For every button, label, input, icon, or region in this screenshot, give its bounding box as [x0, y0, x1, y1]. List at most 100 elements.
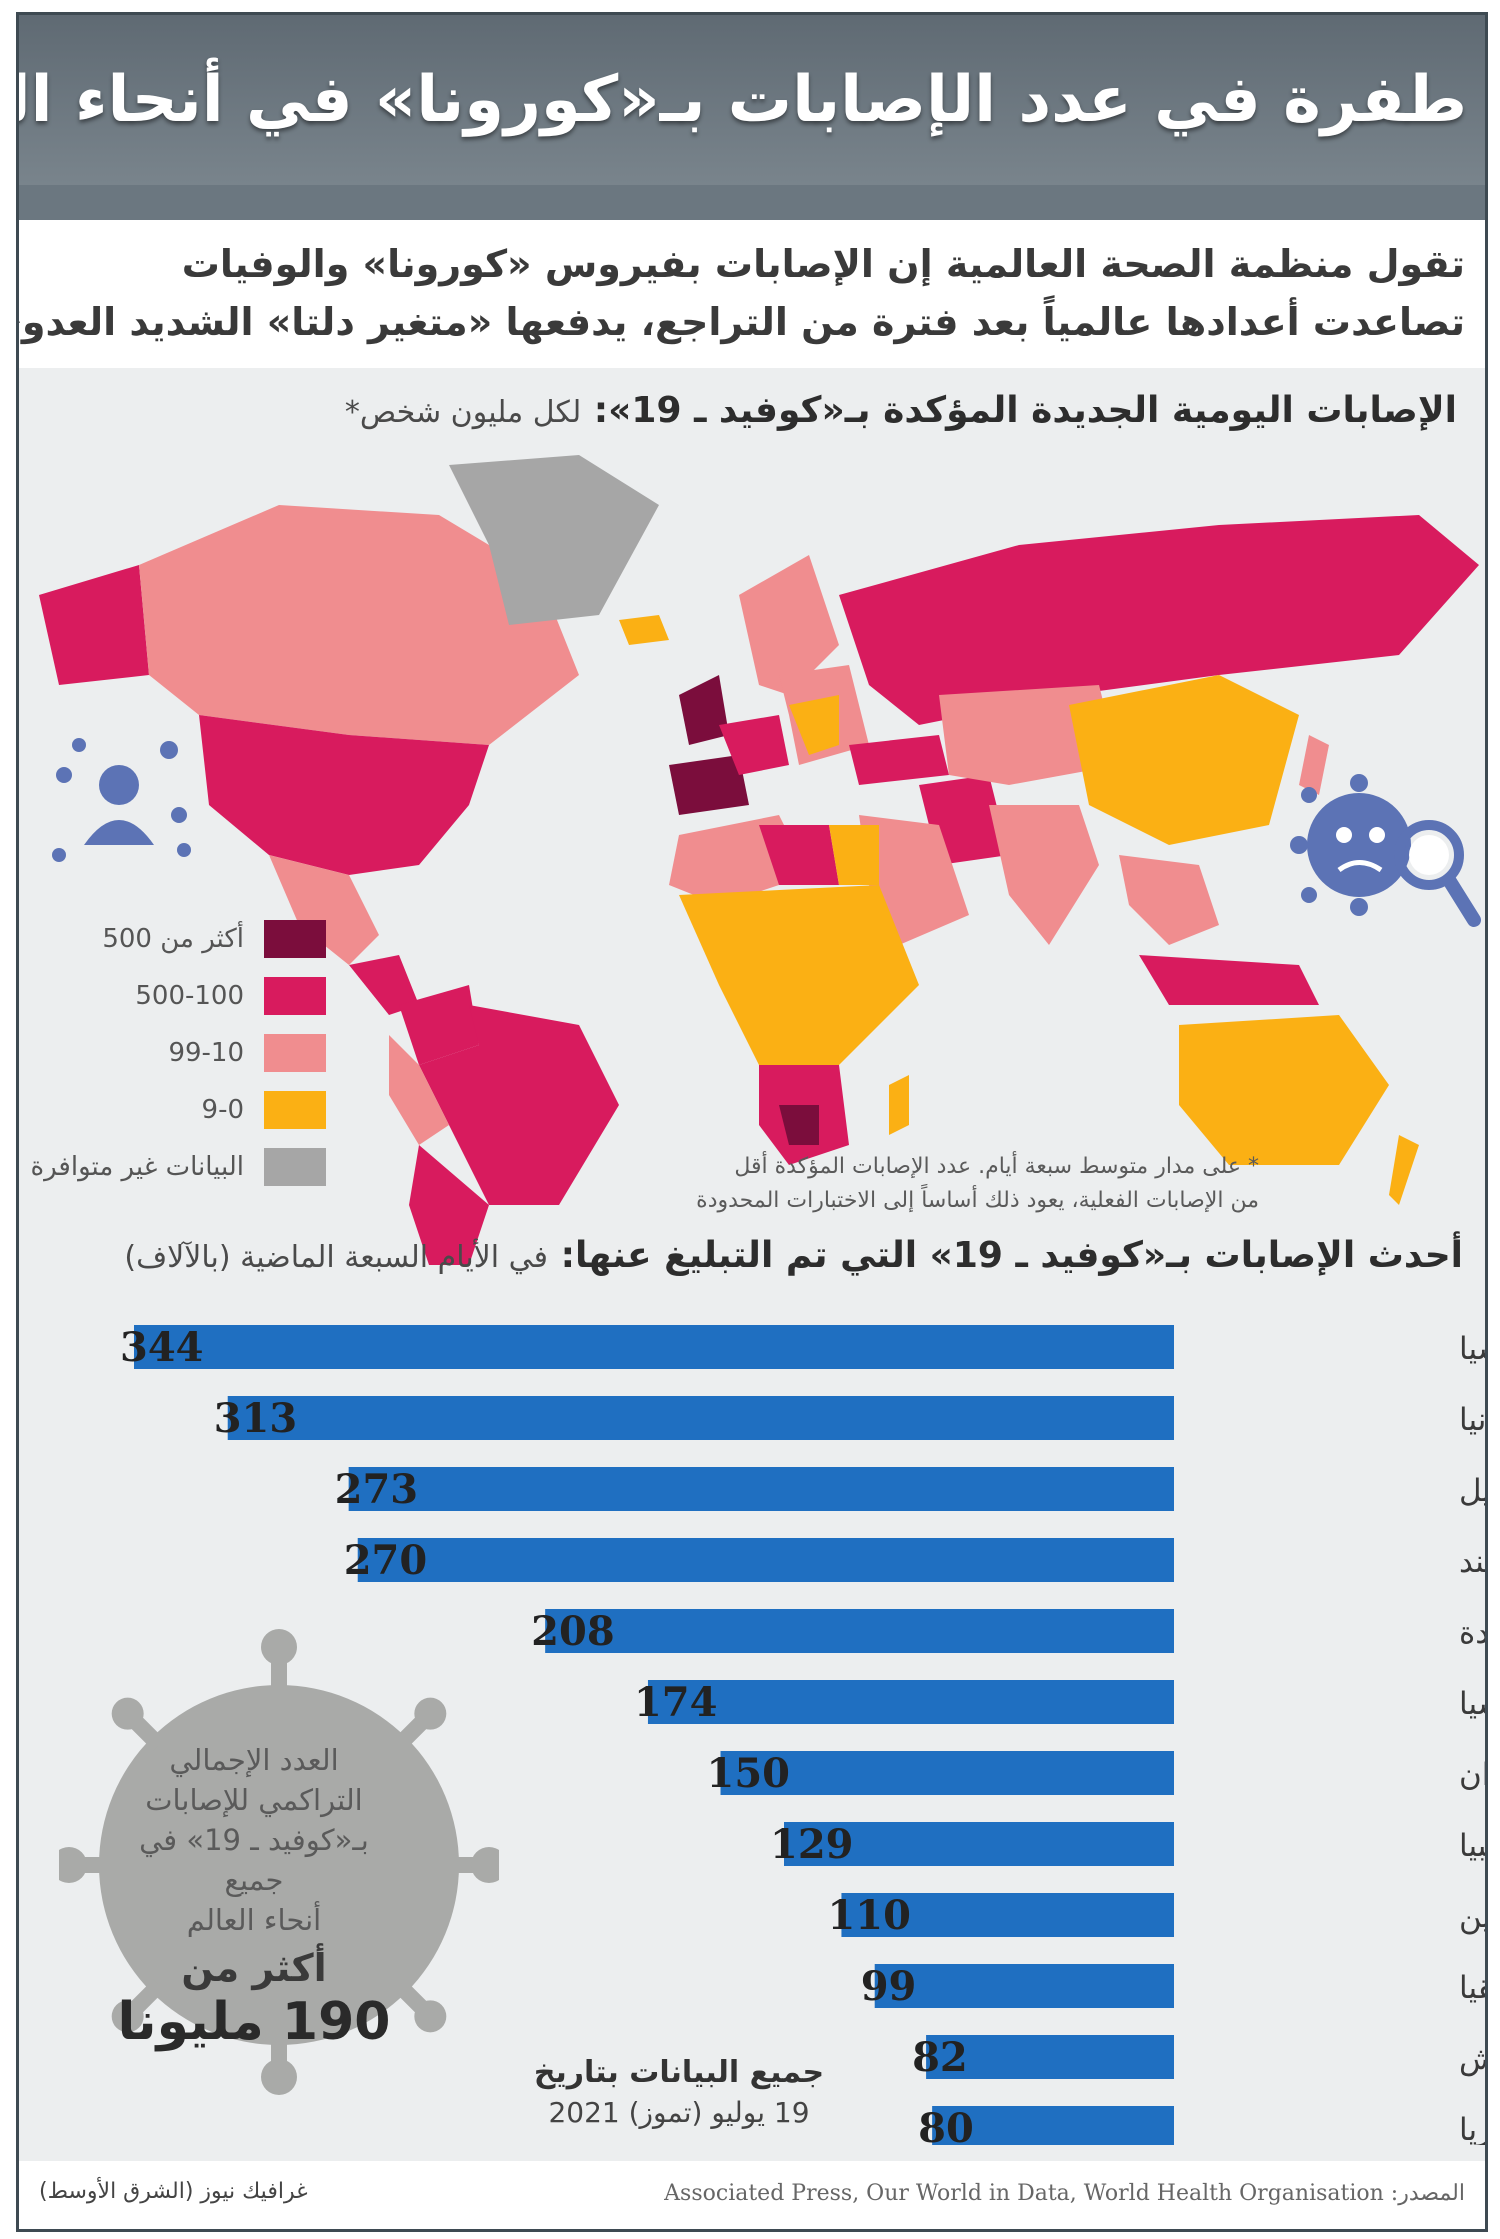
bar-category-label: روسيا [1459, 1686, 1485, 1722]
bar-value-label: 208 [531, 1608, 615, 1655]
bar-category-label: بريطانيا [1459, 1402, 1485, 1438]
bar-chart-title-text: أحدث الإصابات بـ«كوفيد ـ 19» التي تم الت… [560, 1235, 1463, 1276]
map-balkans [789, 695, 839, 755]
badge-line-2: التراكمي للإصابات [145, 1783, 363, 1817]
bar-value-label: 150 [707, 1750, 791, 1797]
map-india [989, 805, 1099, 945]
legend-swatch [264, 977, 326, 1015]
map-central-africa [679, 885, 919, 1065]
legend-swatch [264, 1148, 326, 1186]
badge-total: 190 مليونا [117, 1992, 391, 2052]
bar-6 [720, 1751, 1174, 1795]
date-note-line-1: جميع البيانات بتاريخ [533, 2055, 825, 2090]
bar-category-label: الولايات المتحدة [1459, 1615, 1485, 1651]
bar-3 [357, 1538, 1174, 1582]
map-argentina [409, 1145, 489, 1265]
map-france [719, 715, 789, 775]
map-title: الإصابات اليومية الجديدة المؤكدة بـ«كوفي… [345, 390, 1457, 431]
bar-2 [348, 1467, 1175, 1511]
map-title-text: الإصابات اليومية الجديدة المؤكدة بـ«كوفي… [593, 390, 1457, 431]
map-footnote: * على مدار متوسط سبعة أيام. عدد الإصابات… [499, 1150, 1259, 1218]
intro-line-2: تصاعدت أعدادها عالمياً بعد فترة من الترا… [16, 300, 1465, 344]
bar-value-label: 129 [770, 1821, 854, 1868]
bar-category-label: ماليزيا [1459, 2112, 1485, 2145]
bar-10 [926, 2035, 1174, 2079]
map-new-zealand [1389, 1135, 1419, 1205]
map-colombia [399, 985, 479, 1065]
legend-item: أكثر من 500 [39, 920, 359, 960]
footer: المصدر: Associated Press, Our World in D… [19, 2161, 1485, 2229]
badge-line-4: أنحاء العالم [186, 1903, 322, 1937]
bar-8 [841, 1893, 1174, 1937]
legend-item: البيانات غير متوافرة [30, 1148, 359, 1188]
footnote-line-1: * على مدار متوسط سبعة أيام. عدد الإصابات… [734, 1154, 1259, 1179]
map-turkey [849, 735, 949, 785]
map-canada [139, 505, 579, 745]
map-subtitle: لكل مليون شخص* [344, 395, 582, 430]
badge-line-1: العدد الإجمالي [169, 1743, 339, 1777]
legend-swatch [264, 1091, 326, 1129]
header: طفرة في عدد الإصابات بـ«كورونا» في أنحاء… [19, 15, 1485, 220]
cumulative-total: العدد الإجمالي التراكمي للإصابات بـ«كوفي… [109, 1740, 399, 2054]
legend-item: 9-0 [39, 1091, 359, 1131]
bar-value-label: 270 [344, 1537, 428, 1584]
map-egypt [829, 825, 879, 885]
map-madagascar [889, 1075, 909, 1135]
bar-chart-title: أحدث الإصابات بـ«كوفيد ـ 19» التي تم الت… [124, 1235, 1463, 1276]
bar-7 [784, 1822, 1174, 1866]
coronavirus-badge-icon [59, 1629, 499, 2095]
bar-value-label: 344 [120, 1324, 204, 1371]
bar-category-label: الهند [1459, 1544, 1485, 1580]
map-russia [839, 515, 1479, 725]
bar-value-label: 80 [918, 2105, 974, 2145]
world-map [39, 455, 1481, 1265]
footnote-line-2: من الإصابات الفعلية، يعود ذلك أساساً إلى… [696, 1188, 1259, 1213]
bar-category-label: جنوب أفريقيا [1459, 1967, 1485, 2006]
source-credit: المصدر: Associated Press, Our World in D… [664, 2181, 1465, 2206]
bar-value-label: 99 [861, 1963, 917, 2010]
virus-magnifier-icon [1290, 774, 1481, 927]
map-libya [759, 825, 839, 885]
intro-line-1: تقول منظمة الصحة العالمية إن الإصابات بف… [181, 242, 1465, 286]
bar-value-label: 273 [335, 1466, 419, 1513]
bar-value-label: 82 [912, 2034, 968, 2081]
bar-category-label: البرازيل [1459, 1473, 1485, 1509]
legend-label: 99-10 [168, 1038, 244, 1068]
person-with-virus-icon [52, 738, 191, 862]
map-japan [1299, 735, 1329, 795]
map-spain [669, 755, 749, 815]
bar-value-label: 110 [827, 1892, 911, 1939]
bar-category-label: بنغلاديش [1459, 2041, 1485, 2077]
map-brazil [419, 1005, 619, 1205]
bar-category-label: كولومبيا [1459, 1828, 1485, 1864]
legend-label: البيانات غير متوافرة [30, 1152, 244, 1182]
map-uk [679, 675, 729, 745]
bar-9 [874, 1964, 1174, 2008]
legend-label: 9-0 [201, 1095, 244, 1125]
map-china [1069, 675, 1299, 845]
legend-swatch [264, 1034, 326, 1072]
map-south-africa-region [779, 1105, 819, 1145]
map-central-america [349, 955, 419, 1015]
bar-5 [647, 1680, 1174, 1724]
bar-category-label: الأرجنتين [1459, 1897, 1485, 1935]
legend-swatch [264, 920, 326, 958]
graphic-credit: غرافيك نيوز (الشرق الأوسط) [39, 2179, 308, 2204]
bar-category-label: إندونيسيا [1459, 1331, 1485, 1367]
page-title: طفرة في عدد الإصابات بـ«كورونا» في أنحاء… [19, 63, 1468, 137]
map-iceland [619, 615, 669, 645]
map-australia [1179, 1015, 1389, 1165]
legend-item: 500-100 [39, 977, 359, 1017]
date-note-line-2: 19 يوليو (تموز) 2021 [548, 2096, 810, 2129]
map-usa [199, 715, 489, 875]
bar-4 [545, 1609, 1174, 1653]
intro-text: تقول منظمة الصحة العالمية إن الإصابات بف… [19, 220, 1485, 368]
badge-line-3: بـ«كوفيد ـ 19» في جميع [139, 1823, 369, 1897]
map-alaska [39, 565, 149, 685]
map-southeast-asia [1119, 855, 1219, 945]
badge-more-than: أكثر من [181, 1946, 327, 1990]
legend-label: 500-100 [135, 981, 244, 1011]
map-mexico [269, 855, 379, 965]
map-indonesia [1139, 955, 1319, 1005]
infographic: طفرة في عدد الإصابات بـ«كورونا» في أنحاء… [16, 12, 1488, 2232]
